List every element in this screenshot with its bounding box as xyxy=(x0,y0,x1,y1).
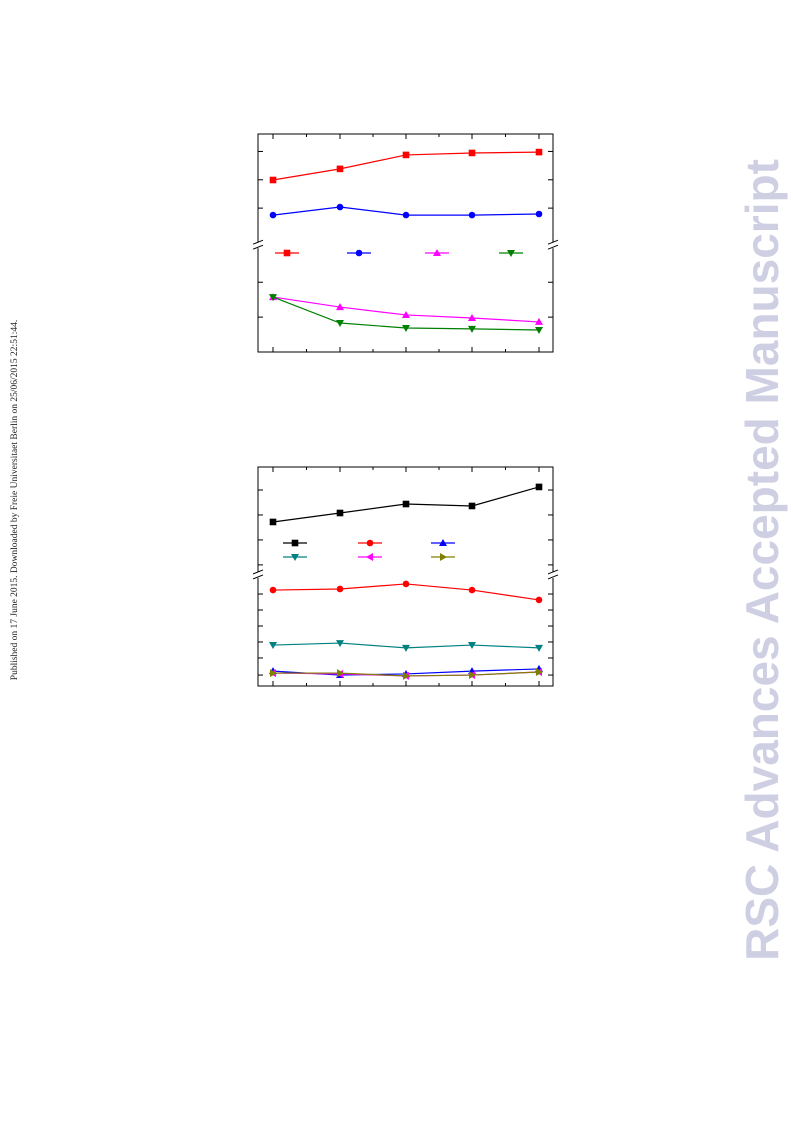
marker xyxy=(336,203,344,211)
axis-break xyxy=(547,244,559,250)
side-note: Published on 17 June 2015. Downloaded by… xyxy=(10,320,20,680)
axis-break xyxy=(547,569,559,575)
marker xyxy=(269,211,277,219)
marker xyxy=(402,151,410,159)
marker xyxy=(269,176,277,184)
marker xyxy=(336,640,344,648)
marker xyxy=(269,586,277,594)
legend-marker xyxy=(283,249,291,257)
legend-marker xyxy=(355,249,363,257)
axis-break xyxy=(252,239,264,245)
marker xyxy=(402,211,410,219)
marker xyxy=(468,149,476,157)
axis-break-gap xyxy=(549,571,557,578)
axis-break xyxy=(252,574,264,580)
axis-break-gap xyxy=(254,571,262,578)
legend-marker xyxy=(291,554,299,561)
marker xyxy=(536,667,543,676)
watermark: RSC Advances Accepted Manuscript xyxy=(736,159,788,961)
legend-marker xyxy=(291,539,299,547)
marker xyxy=(535,317,543,325)
marker xyxy=(402,580,410,588)
marker xyxy=(468,325,476,333)
marker xyxy=(468,502,476,510)
marker xyxy=(336,165,344,173)
marker xyxy=(535,148,543,156)
marker xyxy=(468,642,476,650)
marker xyxy=(269,294,277,302)
legend-marker xyxy=(439,539,447,546)
axis-break xyxy=(252,569,264,575)
marker xyxy=(402,310,410,318)
marker xyxy=(336,585,344,593)
axis-break xyxy=(547,239,559,245)
marker xyxy=(402,500,410,508)
marker xyxy=(468,313,476,321)
marker xyxy=(468,586,476,594)
marker xyxy=(269,518,277,526)
marker xyxy=(336,303,344,311)
axis-break xyxy=(547,574,559,580)
marker xyxy=(270,669,277,678)
marker xyxy=(269,642,277,650)
marker xyxy=(535,596,543,604)
marker xyxy=(336,509,344,517)
plot-frame xyxy=(257,466,554,687)
axis-break-gap xyxy=(254,242,262,249)
axis-break xyxy=(252,244,264,250)
marker xyxy=(535,210,543,218)
legend-marker xyxy=(366,539,374,547)
marker xyxy=(337,669,344,678)
axis-break-gap xyxy=(549,242,557,249)
marker xyxy=(535,644,543,652)
marker xyxy=(402,325,410,333)
legend-marker xyxy=(440,553,447,561)
legend-marker xyxy=(366,553,373,561)
marker xyxy=(468,211,476,219)
marker xyxy=(336,320,344,328)
plot-frame xyxy=(257,133,554,353)
legend-marker xyxy=(433,249,441,256)
marker xyxy=(403,671,410,680)
marker xyxy=(469,671,476,680)
legend-marker xyxy=(507,250,515,257)
marker xyxy=(535,483,543,491)
series-line xyxy=(272,296,540,323)
marker xyxy=(402,644,410,652)
marker xyxy=(535,326,543,334)
